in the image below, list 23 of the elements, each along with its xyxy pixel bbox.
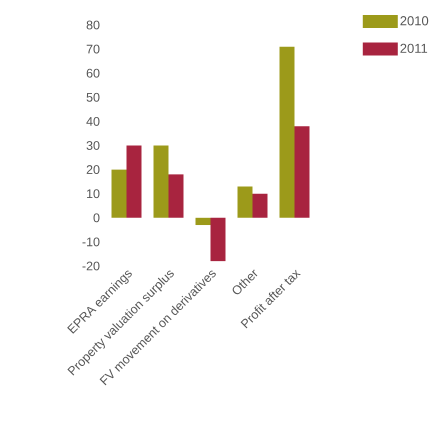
y-tick-label: 20 [86,165,100,174]
y-tick-label: -20 [82,262,100,270]
y-tick-label: 30 [86,141,100,150]
y-tick-label: 50 [86,92,100,102]
y-tick-label: 60 [86,68,100,78]
legend-label: 2011 [400,44,428,53]
y-tick-label: 70 [86,44,100,54]
legend-label: 2010 [400,16,428,26]
bar [126,146,142,218]
bar [252,194,268,218]
bar [210,218,226,262]
bar [168,174,184,218]
bar [154,146,168,218]
bar [294,126,310,218]
y-tick-label: 80 [86,20,100,30]
y-tick-label: 0 [94,213,100,222]
bar [238,186,252,218]
y-tick-label: 40 [86,116,100,126]
bar [112,170,126,218]
bar [280,46,294,218]
y-tick-label: 10 [87,189,100,198]
y-tick-label: -10 [82,237,100,246]
bar [196,218,210,226]
